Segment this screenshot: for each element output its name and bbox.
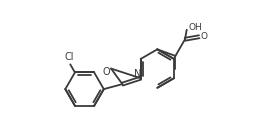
Text: N: N (134, 69, 141, 79)
Text: OH: OH (188, 23, 202, 32)
Text: O: O (102, 67, 110, 77)
Text: Cl: Cl (64, 52, 74, 62)
Text: O: O (201, 32, 208, 41)
